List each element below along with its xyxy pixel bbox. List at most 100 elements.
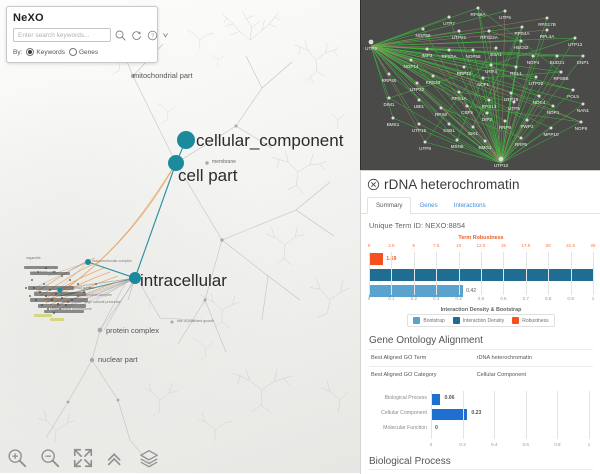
gene-node[interactable] (417, 122, 421, 126)
go-value-cellular-component: 0.23 (471, 410, 482, 416)
gene-node[interactable] (525, 118, 529, 122)
gene-node[interactable] (551, 104, 555, 108)
gene-network-panel[interactable]: UTP9 NOP56 UTP7 RPS8A UTP6 RPS17B RPS4A UTP21 RP… (360, 0, 600, 170)
search-icon[interactable] (114, 29, 127, 42)
gene-network-graph[interactable]: UTP9 NOP56 UTP7 RPS8A UTP6 RPS17B RPS4A UTP21 RP… (361, 0, 600, 170)
gene-node[interactable] (387, 96, 391, 100)
gene-node[interactable] (415, 81, 419, 85)
gene-node[interactable] (439, 106, 443, 110)
ontology-tree-panel[interactable]: cellular_component cell part intracellul… (0, 0, 360, 473)
fit-screen-icon[interactable] (72, 447, 94, 469)
go-label-molecular-function: Molecular Function (383, 425, 427, 431)
gene-node[interactable] (417, 98, 421, 102)
gene-node[interactable] (457, 29, 461, 33)
gene-node[interactable] (537, 94, 541, 98)
gridline (557, 391, 559, 439)
gene-node[interactable] (483, 139, 487, 143)
gene-node[interactable] (447, 48, 451, 52)
gene-node[interactable] (520, 25, 524, 29)
gene-node[interactable] (534, 75, 538, 79)
gene-node[interactable] (387, 72, 391, 76)
tree-toolbar[interactable] (6, 447, 160, 469)
gene-node[interactable] (509, 91, 513, 95)
gene-label: UTP15 (412, 128, 427, 133)
table-row: Best Aligned GO Category Cellular Compon… (369, 367, 593, 383)
gene-node[interactable] (581, 102, 585, 106)
axis-tick: 0 (367, 296, 371, 301)
gene-node[interactable] (545, 16, 549, 20)
gene-node[interactable] (514, 65, 518, 69)
gene-node[interactable] (503, 9, 507, 13)
gene-node[interactable] (581, 54, 585, 58)
gene-node[interactable] (555, 54, 559, 58)
radio-genes[interactable]: Genes (68, 48, 98, 56)
gene-node[interactable] (447, 122, 451, 126)
zoom-out-icon[interactable] (39, 447, 61, 469)
gene-node[interactable] (471, 125, 475, 129)
gene-node[interactable] (559, 70, 563, 74)
close-icon[interactable] (367, 178, 380, 191)
refresh-icon[interactable] (130, 29, 143, 42)
gene-node[interactable] (489, 63, 493, 67)
gene-node[interactable] (573, 36, 577, 40)
tab-summary[interactable]: Summary (367, 197, 412, 214)
gene-node[interactable] (498, 156, 504, 162)
gene-label: NAN1 (577, 108, 590, 113)
gene-node[interactable] (462, 65, 466, 69)
gene-node[interactable] (423, 140, 427, 144)
help-icon[interactable]: ? (146, 29, 159, 42)
gene-node[interactable] (481, 76, 485, 80)
gene-node[interactable] (457, 90, 461, 94)
tab-interactions[interactable]: Interactions (453, 202, 486, 209)
collapse-icon[interactable] (105, 447, 127, 469)
gene-node[interactable] (512, 100, 516, 104)
gene-node[interactable] (531, 54, 535, 58)
radio-keywords-dot[interactable] (26, 48, 35, 56)
gene-label: EMG1 (478, 145, 491, 150)
ontology-tree-graph[interactable] (0, 0, 360, 473)
legend-bootstrap: Bootstrap (413, 317, 445, 324)
layers-icon[interactable] (138, 447, 160, 469)
radio-genes-dot[interactable] (68, 48, 77, 56)
gene-node[interactable] (579, 120, 583, 124)
gene-node[interactable] (368, 39, 374, 45)
gene-node[interactable] (476, 6, 480, 10)
search-input[interactable] (13, 28, 111, 42)
gene-node[interactable] (447, 15, 451, 19)
gene-label: POL5 (567, 94, 579, 99)
detail-tabs[interactable]: Summary Genes Interactions (361, 194, 600, 214)
app-title: NeXO (13, 12, 44, 24)
gene-node[interactable] (431, 74, 435, 78)
term-detail-panel[interactable]: rDNA heterochromatin Summary Genes Inter… (360, 170, 600, 474)
gene-node[interactable] (549, 126, 553, 130)
gene-node[interactable] (487, 98, 491, 102)
axis-tick: 0.6 (522, 442, 529, 447)
gene-node[interactable] (391, 116, 395, 120)
gene-node[interactable] (425, 47, 429, 51)
gene-node[interactable] (455, 138, 459, 142)
radio-keywords[interactable]: Keywords (26, 48, 65, 56)
gene-node[interactable] (485, 111, 489, 115)
gene-label: RPS6 (435, 112, 447, 117)
gene-node[interactable] (503, 119, 507, 123)
go-label-biological-process: Biological Process (384, 395, 427, 401)
gene-node[interactable] (545, 28, 549, 32)
chevron-down-icon[interactable] (162, 29, 169, 42)
gene-node[interactable] (519, 39, 523, 43)
search-panel[interactable]: NeXO ? By: (6, 6, 168, 63)
gene-node[interactable] (519, 136, 523, 140)
gene-label: RCL1 (510, 71, 522, 76)
axis-tick: 0.4 (455, 296, 462, 301)
gene-node[interactable] (471, 48, 475, 52)
gene-node[interactable] (571, 88, 575, 92)
gene-node[interactable] (465, 104, 469, 108)
gene-node[interactable] (409, 58, 413, 62)
gene-node[interactable] (494, 46, 498, 50)
zoom-in-icon[interactable] (6, 447, 28, 469)
axis-tick: 0.8 (544, 296, 552, 301)
tab-genes[interactable]: Genes (419, 202, 438, 209)
gene-node[interactable] (487, 29, 491, 33)
gene-node[interactable] (421, 27, 425, 31)
hub-node-ribosomal-subunit (57, 287, 63, 293)
go-row-biological-process: Biological Process 0.06 (385, 393, 589, 406)
